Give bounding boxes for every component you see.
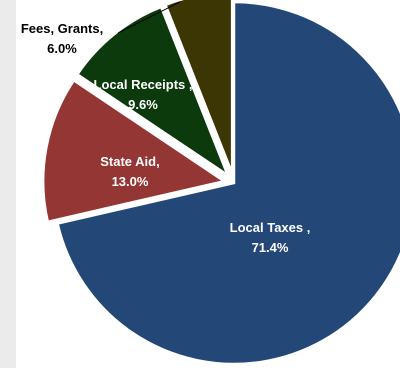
slice-value-label-3: 6.0%	[47, 41, 77, 56]
pie-slice-2	[75, 5, 231, 179]
pie-slice-3	[163, 0, 234, 174]
slice-label-2: Local Receipts ,	[94, 77, 193, 92]
slice-label-3: Fees, Grants,	[21, 21, 103, 36]
pie-slice-0	[56, 0, 400, 366]
slice-value-label-0: 71.4%	[252, 240, 289, 255]
slice-value-label-1: 13.0%	[112, 174, 149, 189]
slice-value-label-2: 9.6%	[128, 97, 158, 112]
slice-label-1: State Aid,	[100, 154, 159, 169]
leader-line-fees-grants	[117, 1, 181, 34]
pie-slice-1	[41, 78, 228, 224]
slice-label-0: Local Taxes ,	[230, 220, 311, 235]
